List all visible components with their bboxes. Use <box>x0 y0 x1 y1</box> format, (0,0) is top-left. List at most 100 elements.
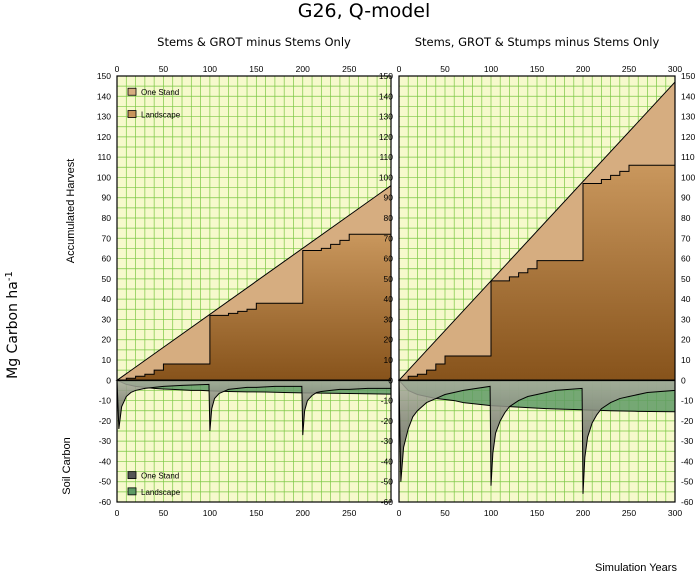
y-tick-label-left: -50 <box>99 477 112 487</box>
legend-label-soil-one-stand: One Stand <box>141 472 179 481</box>
soil-one-stand-area <box>116 379 392 436</box>
y-tick-label-left: 30 <box>384 314 394 324</box>
x-tick-label-bottom: 50 <box>440 508 450 518</box>
harvest-landscape-area <box>399 164 676 381</box>
y-tick-label-left: 10 <box>102 355 112 365</box>
y-tick-label-left: 0 <box>106 375 111 385</box>
x-tick-label-top: 250 <box>622 64 636 74</box>
y-tick-label-left: -10 <box>99 396 112 406</box>
legend-swatch-soil-landscape <box>127 487 137 496</box>
x-tick-label-bottom: 250 <box>622 508 636 518</box>
y-tick-label-left: 60 <box>384 254 394 264</box>
y-tick-label-right: -40 <box>681 456 694 466</box>
legend-label-harvest-one-stand: One Stand <box>141 88 179 97</box>
y-tick-label-left: 0 <box>388 375 393 385</box>
x-tick-label-bottom: 300 <box>668 508 682 518</box>
x-tick-label-bottom: 100 <box>203 508 217 518</box>
y-tick-label-left: 110 <box>97 152 111 162</box>
legend-label-soil-landscape: Landscape <box>141 488 181 497</box>
y-tick-label-right: 110 <box>681 152 695 162</box>
y-tick-label-left: -30 <box>381 436 394 446</box>
y-tick-label-left: 130 <box>379 112 393 122</box>
panel-right: Stems, GROT & Stumps minus Stems Only 0 0 5… <box>379 35 695 518</box>
x-tick-label-top: 200 <box>576 64 590 74</box>
x-tick-label-bottom: 200 <box>296 508 310 518</box>
y-tick-label-left: 140 <box>379 91 393 101</box>
x-tick-label-bottom: 250 <box>342 508 356 518</box>
y-tick-label-left: -30 <box>99 436 112 446</box>
panel-left: Stems & GROT minus Stems Only00505010010… <box>97 35 392 518</box>
y-tick-label-left: 120 <box>379 132 393 142</box>
chart-title: G26, Q-model <box>298 0 430 22</box>
y-tick-label-right: 130 <box>681 112 695 122</box>
y-tick-label-right: -60 <box>681 497 694 507</box>
y-tick-label-right: 20 <box>681 335 691 345</box>
y-tick-label-left: 140 <box>97 91 111 101</box>
y-axis-main-label: Mg Carbon ha-1 <box>4 271 21 379</box>
y-tick-label-right: 90 <box>681 193 691 203</box>
x-tick-label-top: 0 <box>115 64 120 74</box>
y-tick-label-right: 10 <box>681 355 691 365</box>
y-tick-label-right: 80 <box>681 213 691 223</box>
legend-label-harvest-landscape: Landscape <box>141 111 181 120</box>
y-tick-label-left: 70 <box>102 233 112 243</box>
x-tick-label-bottom: 0 <box>115 508 120 518</box>
legend-swatch-harvest-one-stand <box>127 87 137 96</box>
y-tick-label-left: -40 <box>381 456 394 466</box>
y-tick-label-left: 150 <box>97 71 111 81</box>
x-tick-label-top: 150 <box>249 64 263 74</box>
plot-frame <box>116 75 392 503</box>
y-tick-label-left: 20 <box>102 335 112 345</box>
y-tick-label-left: 70 <box>384 233 394 243</box>
y-tick-label-left: 90 <box>102 193 112 203</box>
legend-swatch-soil-one-stand <box>127 471 137 480</box>
y-tick-label-right: 70 <box>681 233 691 243</box>
y-tick-label-right: -50 <box>681 477 694 487</box>
y-tick-label-right: -20 <box>681 416 694 426</box>
y-axis-main-label-superscript: -1 <box>4 271 15 281</box>
harvest-landscape-area <box>117 233 392 381</box>
y-tick-label-right: 50 <box>681 274 691 284</box>
x-tick-label-top: 250 <box>342 64 356 74</box>
y-tick-label-left: 50 <box>102 274 112 284</box>
x-tick-label-top: 150 <box>530 64 544 74</box>
soil-one-stand-area <box>398 379 676 494</box>
y-tick-label-left: -40 <box>99 456 112 466</box>
x-tick-label-bottom: 200 <box>576 508 590 518</box>
y-tick-label-right: -30 <box>681 436 694 446</box>
y-tick-label-left: 80 <box>102 213 112 223</box>
y-tick-label-left: 50 <box>384 274 394 284</box>
y-tick-label-left: 60 <box>102 254 112 264</box>
y-tick-label-left: 120 <box>97 132 111 142</box>
y-tick-label-left: 110 <box>379 152 393 162</box>
y-tick-label-right: -10 <box>681 396 694 406</box>
x-tick-label-bottom: 150 <box>249 508 263 518</box>
x-tick-label-top: 0 <box>397 64 402 74</box>
y-tick-label-left: -50 <box>381 477 394 487</box>
y-tick-label-right: 100 <box>681 172 695 182</box>
x-tick-label-top: 200 <box>296 64 310 74</box>
y-tick-label-right: 60 <box>681 254 691 264</box>
y-tick-label-left: -60 <box>99 497 112 507</box>
panel-title: Stems, GROT & Stumps minus Stems Only <box>415 35 660 49</box>
y-tick-label-right: 40 <box>681 294 691 304</box>
x-tick-label-bottom: 0 <box>397 508 402 518</box>
y-tick-label-left: 40 <box>384 294 394 304</box>
y-tick-label-left: -20 <box>99 416 112 426</box>
y-tick-label-left: 40 <box>102 294 112 304</box>
plot-frame <box>398 75 676 503</box>
x-tick-label-top: 50 <box>440 64 450 74</box>
y-axis-upper-label: Accumulated Harvest <box>65 159 77 264</box>
y-axis-main-label-text: Mg Carbon ha <box>5 281 21 379</box>
x-tick-label-bottom: 100 <box>484 508 498 518</box>
y-tick-label-right: 30 <box>681 314 691 324</box>
y-tick-label-left: -10 <box>381 396 394 406</box>
y-tick-label-right: 0 <box>681 375 686 385</box>
x-tick-label-bottom: 150 <box>530 508 544 518</box>
y-tick-label-left: 30 <box>102 314 112 324</box>
y-tick-label-right: 140 <box>681 91 695 101</box>
legend-swatch-harvest-landscape <box>127 110 137 118</box>
x-axis-label: Simulation Years <box>595 562 677 574</box>
y-tick-label-left: 10 <box>384 355 394 365</box>
